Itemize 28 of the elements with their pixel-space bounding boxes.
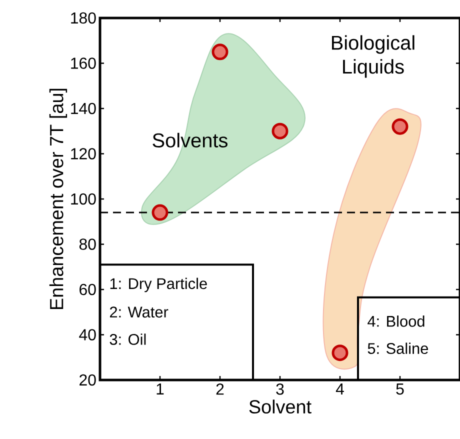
annotation: 4: Blood [368,315,424,327]
point [272,122,288,140]
y-tick-label: 100 [71,193,96,205]
y-tick-label: 160 [71,58,96,69]
x-tick-label: 3 [276,384,284,395]
y-tick-label: 120 [71,148,96,160]
y-tick-label: 20 [80,374,96,386]
annotation: Biological Liquids [332,35,414,78]
annotation: 2: Water [110,306,168,318]
y-tick-label: 180 [71,12,96,24]
x-axis-title: Solvent [249,400,312,414]
point [212,44,228,60]
point [152,204,168,221]
y-tick-label: 140 [71,102,96,114]
y-tick-label: 60 [80,284,96,296]
point [392,118,408,135]
x-tick-label: 4 [336,384,344,394]
annotation: Solvents [152,132,228,148]
annotation: 5: Saline [368,342,428,354]
y-axis-title: Enhancement over 7T [au] [49,88,68,309]
annotation: 3: Oil [110,334,146,345]
y-tick-label: 80 [79,238,96,250]
point [332,344,348,362]
x-tick-label: 2 [216,384,224,395]
y-tick-label: 40 [79,329,96,340]
x-tick-label: 1 [156,384,164,394]
x-tick-label: 5 [396,384,404,395]
annotation: 1: Dry Particle [110,278,207,292]
